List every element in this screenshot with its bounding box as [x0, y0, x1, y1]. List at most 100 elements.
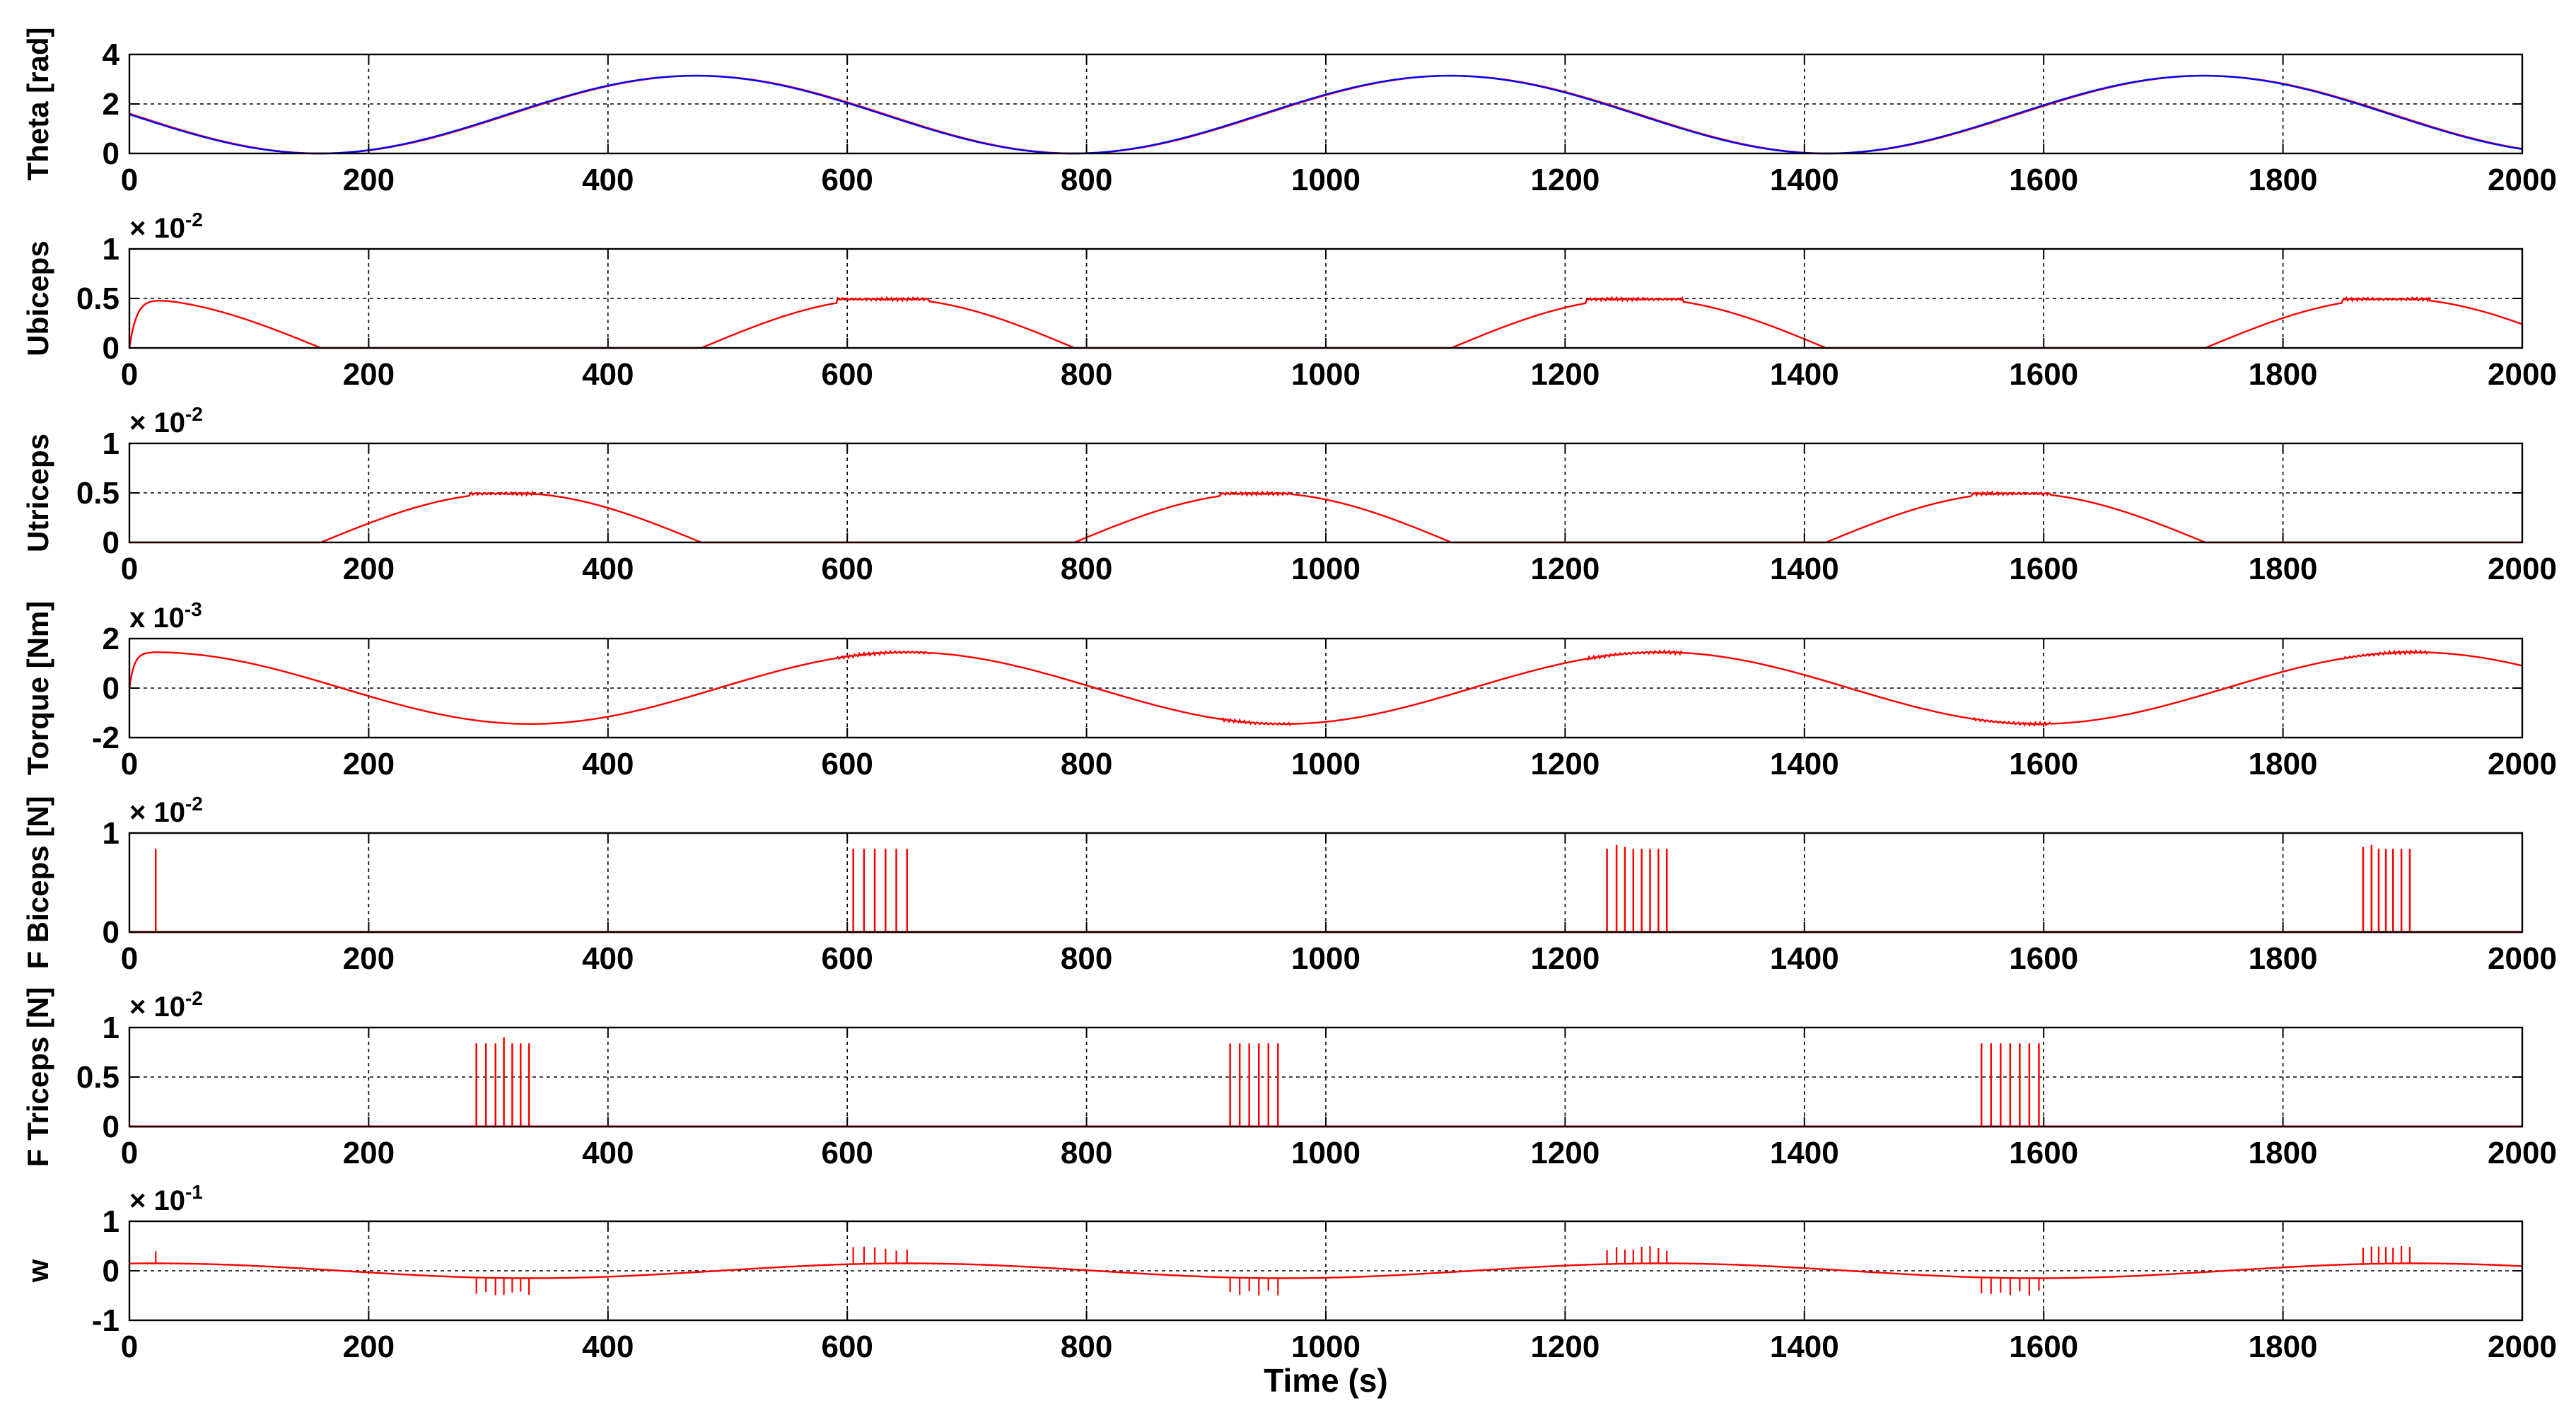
x-tick-label: 800	[1061, 357, 1112, 392]
y-tick-label: 0.5	[76, 1060, 120, 1095]
x-tick-label: 400	[582, 1329, 634, 1364]
y-tick-label: 0	[103, 1110, 120, 1144]
x-tick-label: 800	[1061, 163, 1112, 197]
x-tick-label: 0	[121, 747, 138, 781]
x-tick-label: 400	[582, 747, 634, 781]
x-tick-label: 200	[343, 357, 395, 392]
x-tick-label: 600	[821, 941, 873, 976]
x-tick-label: 1800	[2249, 357, 2318, 392]
axis-multiplier: × 10-1	[129, 1181, 203, 1216]
y-tick-label: 0	[103, 915, 120, 950]
x-tick-label: 1200	[1530, 1136, 1599, 1170]
x-tick-label: 1000	[1291, 357, 1360, 392]
y-tick-label: 1	[103, 816, 120, 851]
y-tick-label: 0	[103, 525, 120, 560]
x-tick-label: 200	[343, 1136, 395, 1170]
x-tick-label: 1600	[2009, 1329, 2078, 1364]
series-line-1	[129, 1262, 2523, 1279]
x-tick-label: 1600	[2009, 163, 2078, 197]
x-tick-label: 2000	[2488, 163, 2557, 197]
panel-fbiceps: 0 200 400 600 800 1000 1200 1400 1600 1800 2000 0 1 ×…	[21, 793, 2557, 976]
axis-multiplier: × 10-2	[129, 403, 203, 438]
x-tick-label: 400	[582, 163, 634, 197]
x-tick-label: 1400	[1770, 163, 1839, 197]
x-tick-label: 0	[121, 552, 138, 586]
panel-w: 0 200 400 600 800 1000 1200 1400 1600 1800 2000-10…	[21, 1181, 2557, 1364]
y-tick-label: -1	[92, 1303, 120, 1338]
axis-multiplier: × 10-2	[129, 793, 203, 828]
x-tick-label: 0	[121, 357, 138, 392]
x-tick-label: 800	[1061, 552, 1112, 586]
x-tick-label: 1800	[2249, 552, 2318, 586]
axis-multiplier-exponent: -3	[185, 598, 202, 620]
panel-ubiceps: 0 200 400 600 800 1000 1200 1400 1600 1800 2000 0 0.…	[21, 209, 2557, 392]
x-tick-label: 1000	[1291, 747, 1360, 781]
y-axis-label: F Triceps [N]	[21, 987, 54, 1167]
x-tick-label: 2000	[2488, 1136, 2557, 1170]
y-axis-label: w	[21, 1259, 54, 1283]
x-tick-label: 1800	[2249, 1329, 2318, 1364]
x-tick-label: 1600	[2009, 1136, 2078, 1170]
series-line-1	[128, 648, 2523, 728]
x-tick-label: 1200	[1530, 941, 1599, 976]
y-axis-label: Torque [Nm]	[21, 601, 54, 776]
x-tick-label: 800	[1061, 1136, 1112, 1170]
x-tick-label: 1800	[2249, 163, 2318, 197]
x-tick-label: 1400	[1770, 1136, 1839, 1170]
panel-ftriceps: 0 200 400 600 800 1000 1200 1400 1600 1800 2000 0 0.…	[21, 987, 2557, 1170]
x-tick-label: 800	[1061, 747, 1112, 781]
x-tick-label: 800	[1061, 1329, 1112, 1364]
y-tick-label: 1	[103, 1204, 120, 1239]
axis-multiplier-exponent: -1	[185, 1181, 203, 1203]
axis-multiplier-exponent: -2	[185, 793, 203, 815]
x-tick-label: 0	[121, 941, 138, 976]
series-line-2	[129, 74, 2523, 155]
x-tick-label: 2000	[2488, 747, 2557, 781]
x-tick-label: 1800	[2249, 941, 2318, 976]
panel-torque: 0 200 400 600 800 1000 1200 1400 1600 1800 2000-20…	[21, 598, 2557, 781]
x-tick-label: 1200	[1530, 747, 1599, 781]
x-tick-label: 600	[821, 1136, 873, 1170]
y-tick-label: 0	[103, 671, 120, 706]
axis-multiplier: x 10-3	[129, 598, 202, 634]
x-tick-label: 1400	[1770, 357, 1839, 392]
y-axis-label: Ubiceps	[21, 240, 54, 356]
y-axis-label: F Biceps [N]	[21, 796, 54, 969]
x-tick-label: 1200	[1530, 163, 1599, 197]
y-tick-label: 0.5	[76, 476, 120, 511]
x-tick-label: 200	[343, 941, 395, 976]
x-tick-label: 400	[582, 1136, 634, 1170]
y-tick-label: -2	[92, 721, 120, 755]
x-tick-label: 400	[582, 941, 634, 976]
x-tick-label: 1000	[1291, 1136, 1360, 1170]
axis-multiplier-exponent: -2	[185, 209, 203, 231]
x-tick-label: 1000	[1291, 941, 1360, 976]
x-tick-label: 1200	[1530, 552, 1599, 586]
x-tick-label: 1600	[2009, 747, 2078, 781]
y-tick-label: 0	[103, 136, 120, 171]
y-axis-label: Utriceps	[21, 433, 54, 552]
x-tick-label: 1400	[1770, 552, 1839, 586]
x-tick-label: 200	[343, 1329, 395, 1364]
x-tick-label: 1000	[1291, 552, 1360, 586]
x-tick-label: 400	[582, 552, 634, 586]
axis-multiplier: × 10-2	[129, 209, 203, 244]
x-tick-label: 200	[343, 552, 395, 586]
y-tick-label: 1	[103, 232, 120, 267]
x-axis-label: Time (s)	[1264, 1362, 1388, 1399]
x-tick-label: 600	[821, 552, 873, 586]
x-tick-label: 1200	[1530, 1329, 1599, 1364]
x-tick-label: 600	[821, 163, 873, 197]
x-tick-label: 600	[821, 747, 873, 781]
x-tick-label: 0	[121, 163, 138, 197]
panel-utriceps: 0 200 400 600 800 1000 1200 1400 1600 1800 2000 0 0.…	[21, 403, 2557, 586]
x-tick-label: 600	[821, 357, 873, 392]
x-tick-label: 1800	[2249, 1136, 2318, 1170]
y-tick-label: 1	[103, 1011, 120, 1045]
x-tick-label: 2000	[2488, 552, 2557, 586]
x-tick-label: 1400	[1770, 1329, 1839, 1364]
x-tick-label: 600	[821, 1329, 873, 1364]
x-tick-label: 800	[1061, 941, 1112, 976]
y-tick-label: 0.5	[76, 281, 120, 316]
